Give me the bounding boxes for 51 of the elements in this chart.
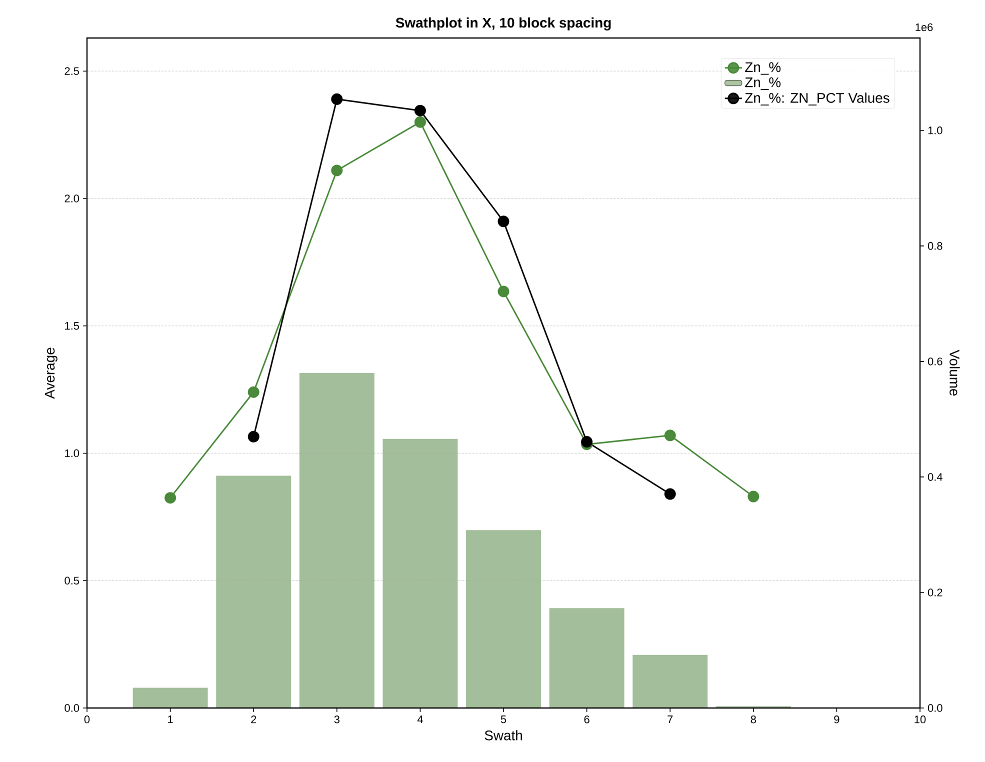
y-tick-label: 2.5 [64, 67, 80, 75]
x-tick-label: 2 [251, 716, 256, 724]
y-axis-title: Average [44, 348, 58, 399]
x-tick-label: 1 [168, 716, 173, 724]
x-axis-title: Swath [484, 730, 522, 740]
y2-tick-label: 0.8 [928, 242, 942, 250]
bar [299, 372, 374, 708]
x-tick-label: 7 [668, 716, 673, 724]
x-tick-label: 5 [500, 716, 506, 724]
text: 1e6 [916, 23, 933, 32]
point [748, 490, 760, 502]
point [664, 430, 676, 442]
y2-tick-label: 0.6 [928, 358, 942, 366]
x-tick-label: 4 [417, 716, 423, 724]
point [331, 93, 343, 105]
y2-tick-label: 0.2 [928, 588, 942, 596]
point [331, 164, 343, 176]
legend-label: Zn_% [745, 62, 781, 75]
bar [382, 438, 458, 708]
bar [632, 654, 708, 708]
point [581, 436, 593, 448]
legend-label: Zn_% [745, 77, 781, 90]
x-tick-label: 0 [84, 716, 90, 724]
y2-tick-label: 1.0 [928, 126, 942, 134]
point [164, 492, 176, 504]
point [248, 430, 260, 442]
y-tick-label: 0.5 [64, 576, 80, 585]
y-tick-label: 1.5 [65, 322, 80, 330]
point [248, 386, 260, 398]
x-tick-label: 6 [584, 716, 590, 724]
y-tick-label: 1.0 [65, 449, 80, 458]
y-tick-label: 2.0 [64, 194, 80, 202]
y-tick-label: 0.0 [64, 704, 80, 712]
legend-label: Zn_%: ZN_PCT Values [745, 92, 890, 106]
x-tick-label: 8 [750, 716, 756, 724]
chart-title: Swathplot in X, 10 block spacing [396, 17, 611, 30]
bar [549, 608, 624, 708]
point [414, 104, 426, 116]
bar [216, 476, 292, 708]
x-tick-label: 3 [334, 716, 340, 724]
y2-tick-label: 0.4 [928, 473, 942, 481]
point [414, 116, 426, 128]
x-tick-label: 9 [834, 716, 840, 724]
bar [132, 688, 208, 708]
bar [466, 530, 541, 708]
point [498, 216, 510, 228]
point [664, 488, 676, 500]
point [498, 286, 510, 298]
y2-tick-label: 0.0 [928, 704, 942, 712]
y2-axis-title: Volume [950, 350, 960, 396]
x-tick-label: 10 [914, 716, 926, 724]
